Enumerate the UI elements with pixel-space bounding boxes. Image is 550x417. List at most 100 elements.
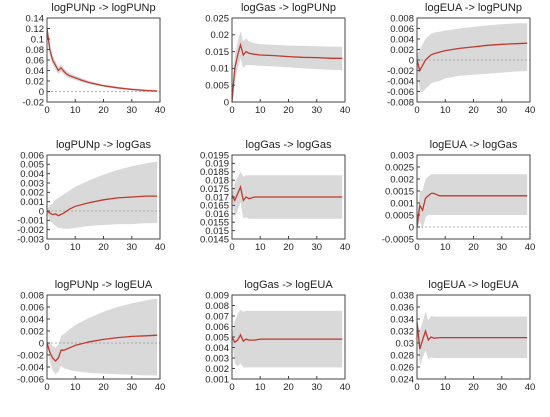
y-tick-label: 0.003 bbox=[205, 353, 229, 364]
y-tick-label: 0.003 bbox=[20, 178, 44, 189]
y-tick-label: 0.038 bbox=[390, 290, 414, 301]
y-tick-label: 0.002 bbox=[205, 364, 229, 375]
confidence-band bbox=[417, 311, 528, 366]
x-tick-label: 30 bbox=[311, 382, 322, 393]
y-tick-label: 0.1 bbox=[31, 34, 44, 45]
y-tick-label: -0.002 bbox=[387, 66, 414, 77]
x-tick-label: 40 bbox=[340, 105, 351, 116]
x-tick-label: 20 bbox=[98, 105, 109, 116]
y-tick-label: 0.004 bbox=[390, 34, 414, 45]
confidence-band bbox=[47, 161, 158, 229]
y-tick-label: 0.002 bbox=[390, 174, 414, 185]
y-tick-label: -0.004 bbox=[17, 362, 44, 373]
x-tick-label: 40 bbox=[155, 382, 166, 393]
x-tick-label: 40 bbox=[155, 105, 166, 116]
y-tick-label: 0.006 bbox=[20, 150, 44, 161]
confidence-band bbox=[417, 23, 528, 92]
y-tick-label: -0.0005 bbox=[382, 234, 414, 245]
y-tick-label: 0.004 bbox=[20, 169, 44, 180]
x-tick-label: 40 bbox=[525, 242, 536, 253]
y-tick-label: 0.009 bbox=[205, 290, 229, 301]
panel-title: logEUA -> logEUA bbox=[428, 279, 519, 291]
y-tick-label: 0.002 bbox=[20, 188, 44, 199]
response-line bbox=[416, 192, 528, 228]
x-tick-label: 30 bbox=[126, 382, 137, 393]
x-tick-label: 40 bbox=[340, 382, 351, 393]
x-tick-label: 40 bbox=[525, 382, 536, 393]
y-tick-label: -0.003 bbox=[17, 234, 44, 245]
response-line bbox=[46, 334, 158, 362]
y-tick-label: -0.02 bbox=[22, 97, 44, 108]
y-tick-label: 0.02 bbox=[211, 30, 230, 41]
y-tick-label: 0.019 bbox=[205, 159, 229, 170]
response-line bbox=[46, 195, 158, 217]
y-tick-label: 0.025 bbox=[205, 13, 229, 24]
y-tick-label: 0.008 bbox=[20, 290, 44, 301]
y-tick-label: 0.015 bbox=[205, 47, 229, 58]
y-tick-label: 0.008 bbox=[390, 13, 414, 24]
irf-panel: logGas -> logEUA0.0090.0080.0070.0060.00… bbox=[205, 279, 350, 393]
y-tick-label: 0.008 bbox=[205, 301, 229, 312]
panel-title: logPUNp -> logEUA bbox=[55, 279, 153, 291]
y-tick-label: 0.005 bbox=[20, 160, 44, 171]
y-tick-label: 0.0155 bbox=[200, 218, 229, 229]
x-tick-label: 40 bbox=[525, 105, 536, 116]
response-line bbox=[416, 321, 528, 350]
panel-title: logPUNp -> logPUNp bbox=[51, 2, 155, 14]
x-tick-label: 30 bbox=[496, 242, 507, 253]
y-tick-label: -0.006 bbox=[17, 374, 44, 385]
y-tick-label: 0.002 bbox=[20, 326, 44, 337]
confidence-band bbox=[232, 31, 343, 106]
x-tick-label: 30 bbox=[126, 105, 137, 116]
y-tick-label: 0.016 bbox=[205, 209, 229, 220]
y-tick-label: 0.0195 bbox=[200, 150, 229, 161]
x-tick-label: 20 bbox=[283, 382, 294, 393]
confidence-band bbox=[417, 174, 528, 232]
y-tick-label: 0.04 bbox=[26, 66, 45, 77]
irf-panel: logPUNp -> logEUA0.0080.0060.0040.0020-0… bbox=[17, 279, 165, 393]
confidence-band bbox=[232, 171, 343, 219]
y-tick-label: 0.006 bbox=[205, 322, 229, 333]
y-tick-label: 0.01 bbox=[211, 64, 230, 75]
x-tick-label: 20 bbox=[98, 382, 109, 393]
irf-panel: logGas -> logGas0.01950.0190.01850.0180.… bbox=[200, 139, 350, 253]
y-tick-label: 0.006 bbox=[20, 302, 44, 313]
y-tick-label: -0.008 bbox=[387, 97, 414, 108]
y-tick-label: 0.12 bbox=[26, 24, 45, 35]
y-tick-label: 0.034 bbox=[390, 314, 414, 325]
y-tick-label: 0.024 bbox=[390, 374, 414, 385]
y-tick-label: 0.032 bbox=[390, 326, 414, 337]
panel-title: logGas -> logPUNp bbox=[241, 2, 336, 14]
panel-title: logGas -> logEUA bbox=[244, 279, 333, 291]
y-tick-label: 0.0005 bbox=[385, 210, 414, 221]
x-tick-label: 20 bbox=[468, 105, 479, 116]
y-tick-label: 0.026 bbox=[390, 362, 414, 373]
y-tick-label: 0.02 bbox=[26, 76, 45, 87]
y-tick-label: 0.001 bbox=[390, 198, 414, 209]
x-tick-label: 0 bbox=[44, 105, 49, 116]
x-tick-label: 10 bbox=[255, 105, 266, 116]
irf-panel: logEUA -> logEUA 0.0380.0360.0340.0320.03… bbox=[390, 279, 535, 393]
x-tick-label: 20 bbox=[98, 242, 109, 253]
x-tick-label: 20 bbox=[468, 382, 479, 393]
y-tick-label: 0.001 bbox=[20, 197, 44, 208]
y-tick-label: 0.08 bbox=[26, 45, 45, 56]
y-tick-label: 0 bbox=[39, 206, 44, 217]
x-tick-label: 0 bbox=[414, 242, 419, 253]
y-tick-label: 0.005 bbox=[205, 332, 229, 343]
y-tick-label: 0.001 bbox=[205, 374, 229, 385]
x-tick-label: 0 bbox=[229, 242, 234, 253]
y-tick-label: 0.06 bbox=[26, 55, 45, 66]
y-tick-label: 0.0025 bbox=[385, 162, 414, 173]
x-tick-label: 20 bbox=[468, 242, 479, 253]
y-tick-label: 0.036 bbox=[390, 302, 414, 313]
x-tick-label: 10 bbox=[440, 242, 451, 253]
y-tick-label: 0.004 bbox=[205, 343, 229, 354]
y-tick-label: -0.006 bbox=[387, 87, 414, 98]
y-tick-label: 0.007 bbox=[205, 311, 229, 322]
x-tick-label: 30 bbox=[496, 105, 507, 116]
x-tick-label: 30 bbox=[126, 242, 137, 253]
panel-title: logGas -> logGas bbox=[246, 139, 332, 151]
x-tick-label: 30 bbox=[311, 242, 322, 253]
